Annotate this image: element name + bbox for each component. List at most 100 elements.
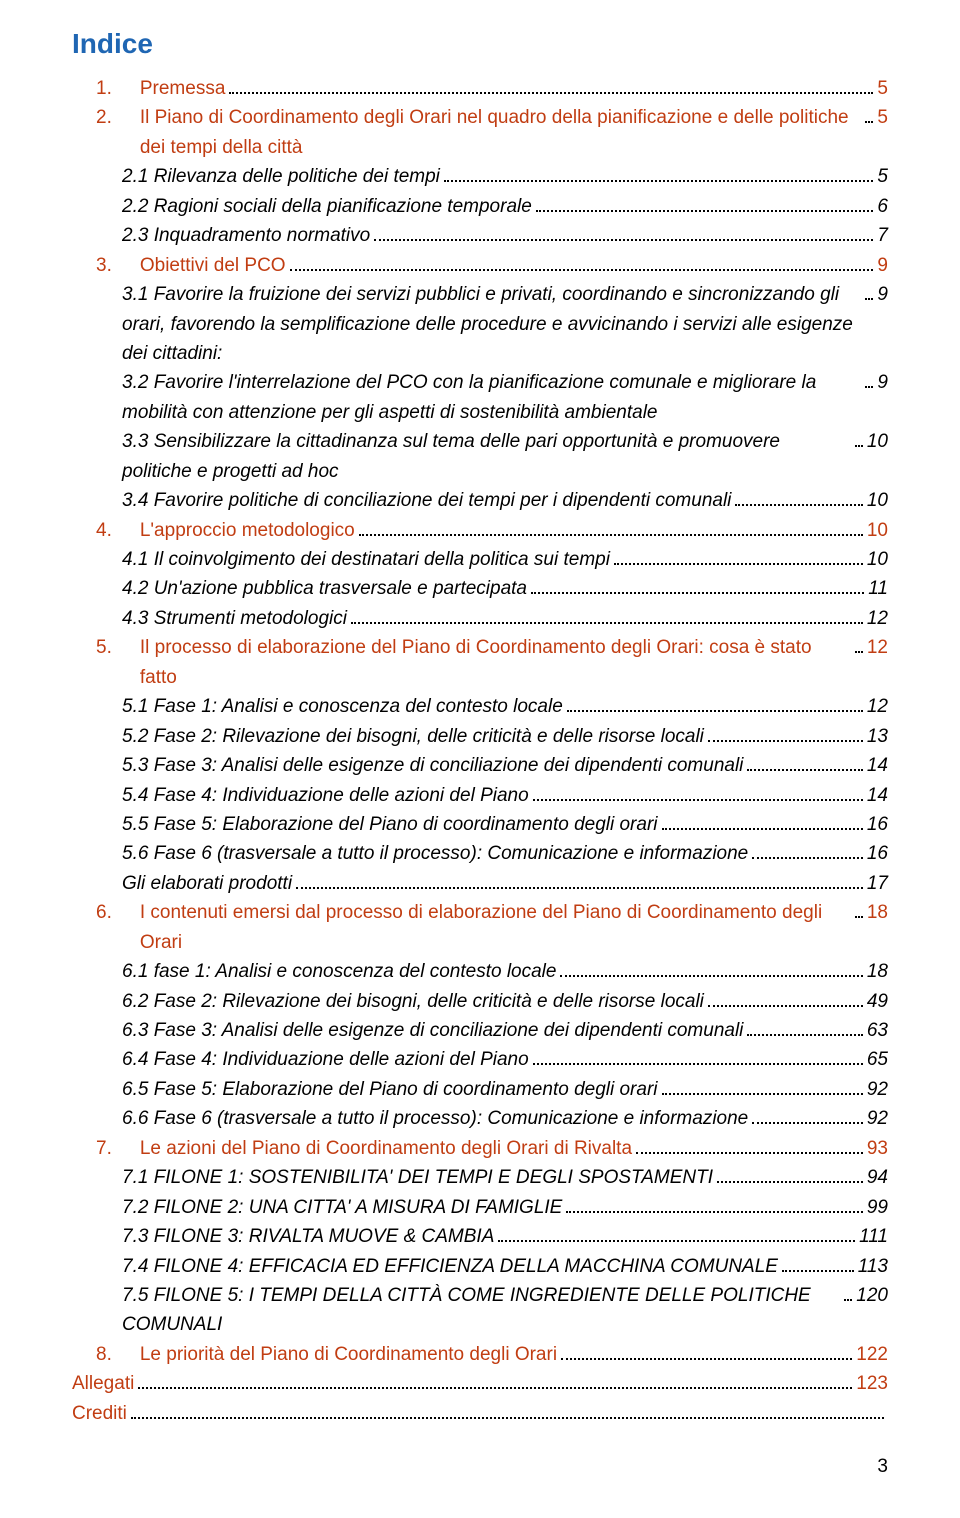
toc-entry-label: Il processo di elaborazione del Piano di… (140, 633, 851, 692)
toc-entry-label: Le azioni del Piano di Coordinamento deg… (140, 1134, 632, 1163)
toc-entry-label: Le priorità del Piano di Coordinamento d… (140, 1340, 557, 1369)
toc-entry-page: 5 (877, 162, 888, 191)
toc-entry-label: 4.3 Strumenti metodologici (122, 604, 347, 633)
toc-entry-label: L'approccio metodologico (140, 516, 355, 545)
toc-entry-page: 49 (867, 987, 888, 1016)
toc-entry-number: 7. (96, 1134, 112, 1163)
toc-entry-page: 65 (867, 1045, 888, 1074)
toc-entry-label: 6.6 Fase 6 (trasversale a tutto il proce… (122, 1104, 748, 1133)
toc-entry-page: 16 (867, 810, 888, 839)
toc-entry: 8. Le priorità del Piano di Coordinamento… (72, 1340, 888, 1369)
toc-entry-number: 3. (96, 251, 112, 280)
toc-entry: 7.2 FILONE 2: UNA CITTA' A MISURA DI FAM… (72, 1193, 888, 1222)
toc-entry-number: 4. (96, 516, 112, 545)
toc-entry-page: 10 (867, 427, 888, 456)
toc-entry-page: 14 (867, 751, 888, 780)
toc-entry-label: 5.2 Fase 2: Rilevazione dei bisogni, del… (122, 722, 704, 751)
toc-entry-page: 11 (868, 574, 888, 603)
toc-leader (229, 92, 873, 94)
toc-leader (752, 857, 863, 859)
toc-entry: 6.4 Fase 4: Individuazione delle azioni … (72, 1045, 888, 1074)
toc-leader (533, 799, 863, 801)
toc-entry-number: 8. (96, 1340, 112, 1369)
toc-entry-page: 9 (877, 368, 888, 397)
toc-entry: 5.2 Fase 2: Rilevazione dei bisogni, del… (72, 722, 888, 751)
toc-entry: 5. Il processo di elaborazione del Piano … (72, 633, 888, 692)
toc-entry-label: 5.4 Fase 4: Individuazione delle azioni … (122, 781, 529, 810)
toc-entry-label: 6.5 Fase 5: Elaborazione del Piano di co… (122, 1075, 658, 1104)
toc-entry-label: 3.1 Favorire la fruizione dei servizi pu… (122, 280, 861, 368)
toc-leader (498, 1240, 855, 1242)
toc-entry-page: 18 (867, 898, 888, 927)
toc-leader (855, 445, 863, 447)
toc-leader (351, 622, 863, 624)
toc-entry-label: 7.1 FILONE 1: SOSTENIBILITA' DEI TEMPI E… (122, 1163, 713, 1192)
toc-entry-page: 10 (867, 545, 888, 574)
toc-leader (567, 710, 863, 712)
toc-entry-label: 3.4 Favorire politiche di conciliazione … (122, 486, 731, 515)
toc-entry-label: Gli elaborati prodotti (122, 869, 292, 898)
toc-entry: Gli elaborati prodotti 17 (72, 869, 888, 898)
toc-leader (855, 916, 863, 918)
toc-entry-number: 1. (96, 74, 112, 103)
toc-entry-label: 2.2 Ragioni sociali della pianificazione… (122, 192, 532, 221)
toc-leader (444, 180, 874, 182)
toc-entry-page: 122 (856, 1340, 888, 1369)
toc-leader (374, 239, 873, 241)
toc-leader (560, 975, 862, 977)
toc-entry: 4.3 Strumenti metodologici12 (72, 604, 888, 633)
toc-entry: 6.1 fase 1: Analisi e conoscenza del con… (72, 957, 888, 986)
toc-entry: 5.1 Fase 1: Analisi e conoscenza del con… (72, 692, 888, 721)
toc-leader (566, 1211, 863, 1213)
toc-entry-page: 92 (867, 1104, 888, 1133)
toc-entry-page: 17 (867, 869, 888, 898)
toc-leader (290, 269, 874, 271)
page-number: 3 (72, 1456, 888, 1478)
toc-leader (747, 769, 862, 771)
toc-entry-label: 2.3 Inquadramento normativo (122, 221, 370, 250)
toc-entry: 2. Il Piano di Coordinamento degli Orari … (72, 103, 888, 162)
toc-leader (708, 740, 863, 742)
toc-leader (662, 1093, 863, 1095)
toc-leader (662, 828, 863, 830)
toc-leader (296, 887, 863, 889)
toc-entry-label: 3.2 Favorire l'interrelazione del PCO co… (122, 368, 861, 427)
toc-entry-label: 3.3 Sensibilizzare la cittadinanza sul t… (122, 427, 851, 486)
toc-entry: 1.Premessa5 (72, 74, 888, 103)
toc-entry: 5.5 Fase 5: Elaborazione del Piano di co… (72, 810, 888, 839)
toc-entry: 7.3 FILONE 3: RIVALTA MUOVE & CAMBIA111 (72, 1222, 888, 1251)
toc-entry-page: 113 (858, 1252, 888, 1281)
toc-entry-page: 14 (867, 781, 888, 810)
toc-entry-label: Il Piano di Coordinamento degli Orari ne… (140, 103, 862, 162)
toc-entry-label: 6.1 fase 1: Analisi e conoscenza del con… (122, 957, 556, 986)
toc-entry-page: 12 (867, 692, 888, 721)
toc-entry-label: Premessa (140, 74, 226, 103)
toc-entry: 2.2 Ragioni sociali della pianificazione… (72, 192, 888, 221)
toc-entry-number: 2. (96, 103, 112, 132)
toc-entry: 6.2 Fase 2: Rilevazione dei bisogni, del… (72, 987, 888, 1016)
toc-entry: 5.4 Fase 4: Individuazione delle azioni … (72, 781, 888, 810)
toc-leader (865, 298, 873, 300)
toc-entry-label: Allegati (72, 1369, 134, 1398)
toc-entry: Allegati123 (72, 1369, 888, 1398)
toc-entry-page: 5 (877, 103, 888, 132)
toc-leader (855, 651, 863, 653)
toc-entry-label: 7.2 FILONE 2: UNA CITTA' A MISURA DI FAM… (122, 1193, 562, 1222)
toc-entry-label: 7.4 FILONE 4: EFFICACIA ED EFFICIENZA DE… (122, 1252, 778, 1281)
toc-entry: 2.3 Inquadramento normativo7 (72, 221, 888, 250)
toc-entry-number: 5. (96, 633, 112, 662)
toc-entry-label: Obiettivi del PCO (140, 251, 286, 280)
toc-entry-page: 13 (867, 722, 888, 751)
toc-leader (735, 504, 862, 506)
toc-leader (708, 1005, 863, 1007)
toc-entry-page: 6 (877, 192, 888, 221)
toc-entry: 4. L'approccio metodologico 10 (72, 516, 888, 545)
toc-entry-page: 10 (867, 516, 888, 545)
toc-entry-page: 93 (867, 1134, 888, 1163)
toc-entry: 7.1 FILONE 1: SOSTENIBILITA' DEI TEMPI E… (72, 1163, 888, 1192)
toc-entry-page: 12 (867, 633, 888, 662)
toc-entry: 3.Obiettivi del PCO9 (72, 251, 888, 280)
toc-entry-label: 6.2 Fase 2: Rilevazione dei bisogni, del… (122, 987, 704, 1016)
toc-leader (531, 592, 864, 594)
toc-leader (717, 1181, 863, 1183)
